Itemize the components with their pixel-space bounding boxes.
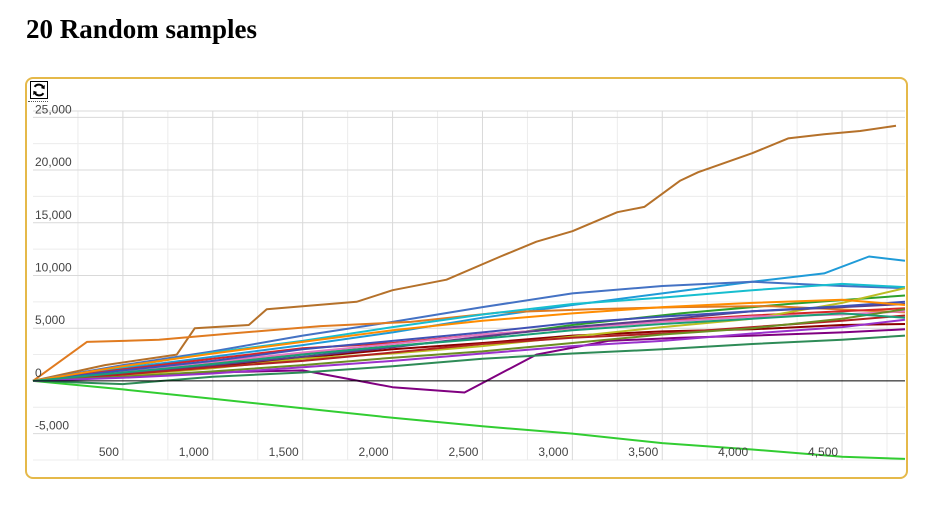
refresh-button[interactable] <box>30 81 48 99</box>
y-tick-label: 10,000 <box>35 260 72 274</box>
x-tick-label: 1,500 <box>269 445 299 459</box>
series-line-16 <box>32 308 906 382</box>
x-tick-label: 3,000 <box>538 445 568 459</box>
series-line-1 <box>32 124 897 382</box>
series-line-17 <box>32 300 906 382</box>
x-tick-label: 4,000 <box>718 445 748 459</box>
x-tick-label: 2,500 <box>448 445 478 459</box>
series-line-14 <box>32 334 906 386</box>
y-tick-label: 25,000 <box>35 102 72 116</box>
y-tick-label: 5,000 <box>35 313 65 327</box>
series-line-20 <box>32 312 906 382</box>
series-line-3 <box>32 280 906 382</box>
x-tick-label: 4,500 <box>808 445 838 459</box>
series-line-11 <box>32 287 906 382</box>
page-title: 20 Random samples <box>26 14 258 44</box>
line-chart: -5,000 0 5,000 10,000 15,000 20,000 25,000 500 1… <box>32 102 906 461</box>
series-line-5 <box>32 305 906 382</box>
series-line-6 <box>32 379 906 460</box>
series-line-19 <box>32 298 906 382</box>
y-tick-label: -5,000 <box>35 419 69 433</box>
y-tick-label: 0 <box>35 366 42 380</box>
refresh-icon <box>33 83 45 97</box>
chart-panel: -5,000 0 5,000 10,000 15,000 20,000 25,000 500 1… <box>25 77 908 479</box>
series-line-18 <box>32 318 906 382</box>
x-tick-label: 500 <box>99 445 119 459</box>
x-tick-label: 2,000 <box>359 445 389 459</box>
y-tick-label: 15,000 <box>35 208 72 222</box>
x-tick-label: 3,500 <box>628 445 658 459</box>
y-tick-label: 20,000 <box>35 155 72 169</box>
refresh-underline <box>28 101 48 102</box>
x-tick-label: 1,000 <box>179 445 209 459</box>
